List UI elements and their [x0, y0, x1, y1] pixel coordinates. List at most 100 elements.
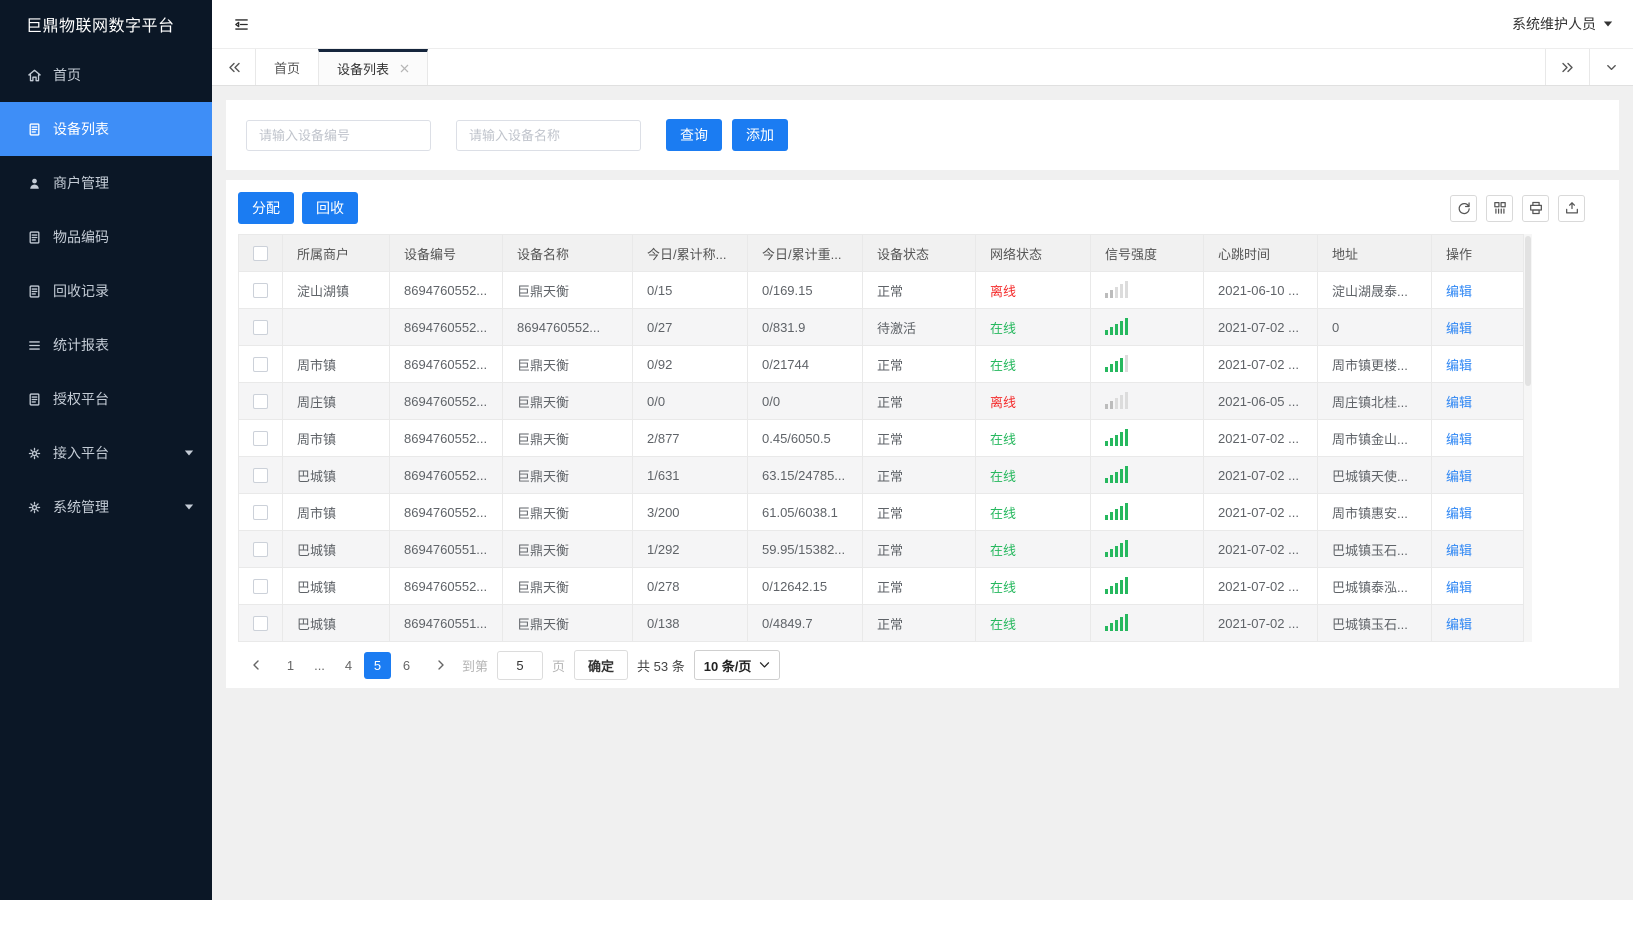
column-header[interactable]: 网络状态	[975, 234, 1091, 272]
sidebar-item-5[interactable]: 回收记录	[0, 264, 212, 318]
device-no-input[interactable]	[246, 119, 431, 151]
select-all-checkbox[interactable]	[253, 246, 268, 262]
list-icon	[26, 337, 42, 353]
column-header[interactable]: 今日/累计称...	[632, 234, 748, 272]
row-checkbox[interactable]	[253, 579, 268, 595]
row-checkbox[interactable]	[253, 357, 268, 373]
row-checkbox[interactable]	[253, 542, 268, 558]
row-checkbox-cell	[238, 567, 283, 605]
edit-link[interactable]: 编辑	[1446, 357, 1473, 373]
tabs-scroll-right-button[interactable]	[1545, 49, 1589, 85]
row-checkbox[interactable]	[253, 320, 268, 336]
row-checkbox[interactable]	[253, 283, 268, 299]
cell-device-name: 巨鼎天衡	[502, 382, 633, 420]
page-number[interactable]: 4	[344, 657, 353, 673]
export-button[interactable]	[1558, 194, 1585, 222]
column-header[interactable]: 设备状态	[862, 234, 976, 272]
assign-button[interactable]: 分配	[238, 192, 294, 224]
cell-device-no: 8694760552...	[389, 456, 503, 494]
cell-heartbeat: 2021-06-10 ...	[1203, 271, 1318, 309]
cell-action: 编辑	[1431, 308, 1524, 346]
edit-link[interactable]: 编辑	[1446, 616, 1473, 632]
signal-strength-icon	[1105, 576, 1128, 594]
cell-signal	[1090, 345, 1204, 383]
caret-down-icon	[1603, 20, 1613, 28]
page-size-select[interactable]: 10 条/页	[693, 650, 781, 680]
column-header[interactable]: 信号强度	[1090, 234, 1204, 272]
table-header: 所属商户 设备编号 设备名称 今日/累计称... 今日/累计重... 设备状态 网络状态 信号…	[238, 234, 1524, 272]
row-checkbox[interactable]	[253, 616, 268, 632]
edit-link[interactable]: 编辑	[1446, 542, 1473, 558]
edit-link[interactable]: 编辑	[1446, 505, 1473, 521]
edit-link[interactable]: 编辑	[1446, 320, 1473, 336]
next-page-button[interactable]	[429, 652, 453, 678]
column-header[interactable]: 设备编号	[389, 234, 503, 272]
sidebar-item-4[interactable]: 物品编码	[0, 210, 212, 264]
row-checkbox[interactable]	[253, 468, 268, 484]
tab-1[interactable]: 首页	[256, 49, 318, 85]
prev-page-button[interactable]	[244, 652, 268, 678]
sidebar-item-9[interactable]: 系统管理	[0, 480, 212, 534]
page-number[interactable]: 6	[402, 657, 411, 673]
column-header[interactable]: 操作	[1431, 234, 1524, 272]
edit-link[interactable]: 编辑	[1446, 283, 1473, 299]
edit-link[interactable]: 编辑	[1446, 394, 1473, 410]
edit-link[interactable]: 编辑	[1446, 431, 1473, 447]
cell-merchant: 巴城镇	[282, 530, 390, 568]
edit-link[interactable]: 编辑	[1446, 579, 1473, 595]
cell-action: 编辑	[1431, 567, 1524, 605]
sidebar-item-label: 授权平台	[53, 391, 109, 407]
cell-network-status: 在线	[975, 419, 1091, 457]
cell-today-count: 0/92	[632, 345, 748, 383]
sidebar-item-label: 物品编码	[53, 229, 109, 245]
query-button[interactable]: 查询	[666, 119, 722, 151]
sidebar-item-1[interactable]: 首页	[0, 48, 212, 102]
app-window: 巨鼎物联网数字平台 首页 设备列表 商户管理 物品编码 回收记录 统计报表 授权平台 接入平台…	[0, 0, 1633, 900]
print-button[interactable]	[1522, 194, 1549, 222]
sidebar-item-8[interactable]: 接入平台	[0, 426, 212, 480]
tab-label: 设备列表	[337, 62, 390, 77]
refresh-button[interactable]	[1450, 194, 1477, 222]
tabs-scroll-left-button[interactable]	[212, 49, 256, 85]
sidebar-collapse-icon[interactable]	[232, 16, 251, 33]
row-checkbox[interactable]	[253, 505, 268, 521]
column-header[interactable]: 今日/累计重...	[747, 234, 863, 272]
row-checkbox[interactable]	[253, 431, 268, 447]
tab-2[interactable]: 设备列表	[318, 49, 429, 85]
doc-icon	[26, 283, 42, 299]
cell-heartbeat: 2021-06-05 ...	[1203, 382, 1318, 420]
sidebar-item-2[interactable]: 设备列表	[0, 102, 212, 156]
sidebar-item-7[interactable]: 授权平台	[0, 372, 212, 426]
cell-today-count: 3/200	[632, 493, 748, 531]
page-ellipsis[interactable]: ...	[314, 657, 325, 673]
cell-action: 编辑	[1431, 419, 1524, 457]
page-number-active[interactable]: 5	[364, 651, 391, 679]
close-icon[interactable]	[400, 64, 409, 73]
cell-address: 淀山湖晟泰...	[1317, 271, 1432, 309]
recycle-button[interactable]: 回收	[302, 192, 358, 224]
device-name-input[interactable]	[456, 119, 641, 151]
edit-link[interactable]: 编辑	[1446, 468, 1473, 484]
goto-page-input[interactable]	[497, 650, 544, 680]
table-scrollbar-thumb[interactable]	[1525, 236, 1531, 386]
add-button[interactable]: 添加	[732, 119, 788, 151]
cell-address: 周市镇金山...	[1317, 419, 1432, 457]
table-scrollbar[interactable]	[1524, 234, 1532, 642]
confirm-button[interactable]: 确定	[574, 650, 629, 680]
column-header[interactable]: 所属商户	[282, 234, 390, 272]
column-header[interactable]: 心跳时间	[1203, 234, 1318, 272]
page-number[interactable]: 1	[286, 657, 295, 673]
column-header[interactable]: 设备名称	[502, 234, 633, 272]
table-row: 8694760552... 8694760552... 0/27 0/831.9 待激活…	[238, 308, 1524, 346]
user-menu[interactable]: 系统维护人员	[1512, 14, 1613, 34]
cell-device-no: 8694760552...	[389, 493, 503, 531]
signal-strength-icon	[1105, 539, 1128, 557]
column-header[interactable]: 地址	[1317, 234, 1432, 272]
sidebar-item-3[interactable]: 商户管理	[0, 156, 212, 210]
sidebar-item-6[interactable]: 统计报表	[0, 318, 212, 372]
tabs-menu-button[interactable]	[1589, 49, 1633, 85]
columns-button[interactable]	[1486, 194, 1513, 222]
cell-device-no: 8694760552...	[389, 419, 503, 457]
row-checkbox[interactable]	[253, 394, 268, 410]
cell-network-status: 在线	[975, 456, 1091, 494]
